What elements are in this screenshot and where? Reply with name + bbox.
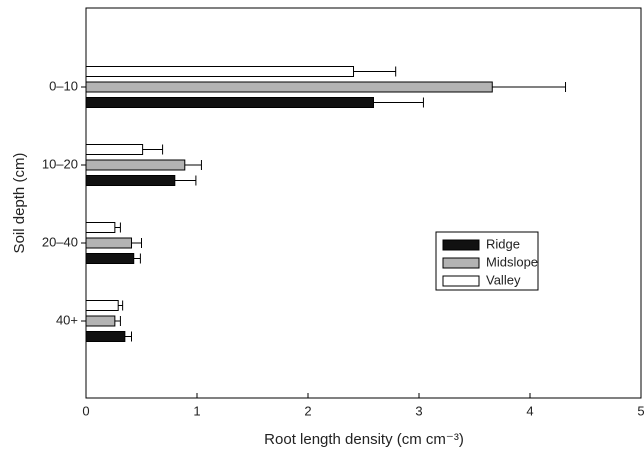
error-bar <box>114 316 121 326</box>
x-tick-label: 2 <box>304 403 311 418</box>
y-tick-label: 40+ <box>56 312 78 327</box>
bar <box>85 253 135 264</box>
error-bar <box>184 160 202 170</box>
error-bar <box>118 300 124 311</box>
y-axis-label: Soil depth (cm) <box>11 153 28 254</box>
bar <box>85 237 133 249</box>
legend-label: Midslope <box>486 254 538 269</box>
error-bar <box>124 331 133 342</box>
y-tick-label: 10–20 <box>42 156 78 171</box>
legend-swatch <box>442 239 480 251</box>
bar <box>85 331 126 342</box>
error-bar <box>142 144 164 155</box>
error-bar <box>114 222 121 233</box>
legend-label: Ridge <box>486 236 520 251</box>
bar <box>85 144 144 155</box>
bar <box>85 300 119 311</box>
error-bar <box>131 238 142 248</box>
x-tick-label: 5 <box>637 403 644 418</box>
x-axis-label: Root length density (cm cm⁻³) <box>264 431 464 448</box>
error-bar <box>133 253 141 264</box>
legend: Ridge Midslope Valley <box>435 231 539 291</box>
x-tick-label: 0 <box>82 403 89 418</box>
x-tick-label: 4 <box>526 403 533 418</box>
bar <box>85 222 116 233</box>
bar <box>85 315 116 327</box>
legend-swatch <box>442 257 480 269</box>
error-bar <box>373 97 424 108</box>
error-bar <box>174 175 197 186</box>
error-bar <box>492 82 567 92</box>
bar <box>85 159 186 171</box>
legend-label: Valley <box>486 272 521 287</box>
bar <box>85 97 374 108</box>
bar <box>85 175 176 186</box>
bar <box>85 66 355 77</box>
legend-swatch <box>442 275 480 287</box>
plot-frame <box>85 7 642 399</box>
x-tick-label: 3 <box>415 403 422 418</box>
bar <box>85 81 493 93</box>
y-tick-label: 0–10 <box>49 78 78 93</box>
x-tick-label: 1 <box>193 403 200 418</box>
error-bar <box>353 66 397 77</box>
y-tick-label: 20–40 <box>42 234 78 249</box>
